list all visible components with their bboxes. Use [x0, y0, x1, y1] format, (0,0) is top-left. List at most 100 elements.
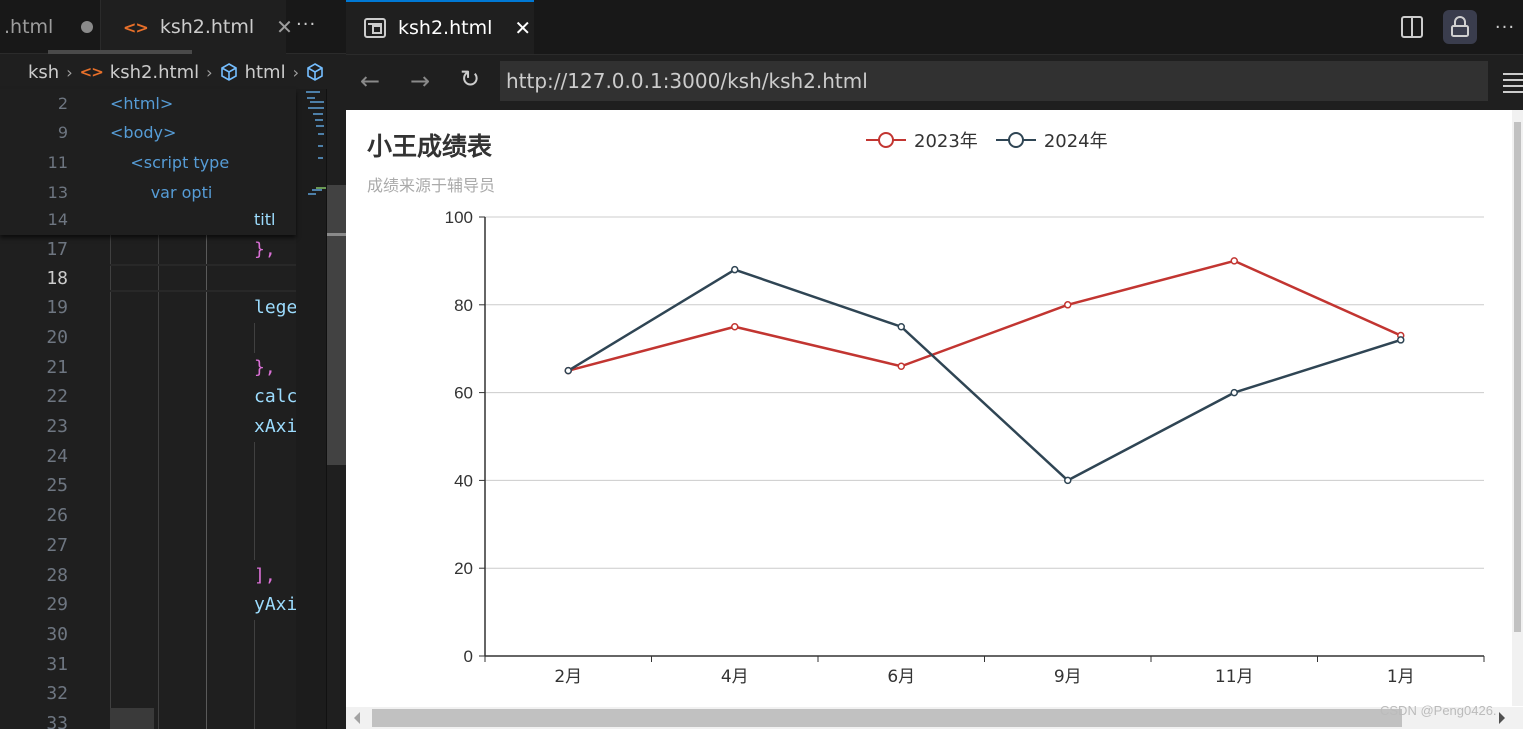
line-number: 24	[46, 446, 68, 467]
x-tick-label: 6月	[887, 667, 915, 687]
html-file-icon: <>	[79, 63, 104, 81]
line-number: 26	[46, 505, 68, 526]
y-tick-label: 60	[454, 384, 473, 403]
code-line: <html>	[110, 94, 174, 113]
url-input[interactable]: http://127.0.0.1:3000/ksh/ksh2.html	[500, 61, 1488, 101]
scrollbar-thumb[interactable]	[327, 185, 346, 465]
code-line: <script type	[110, 153, 230, 172]
legend-item-2024[interactable]: 2024年	[995, 127, 1108, 153]
viewport-vertical-scrollbar[interactable]	[1512, 110, 1523, 706]
more-actions-button[interactable]: ···	[1494, 16, 1516, 38]
data-point[interactable]	[897, 323, 905, 331]
data-point[interactable]	[1230, 257, 1238, 265]
line-number: 29	[46, 594, 68, 615]
close-icon[interactable]: ✕	[514, 16, 532, 40]
watermark: CSDN @Peng0426.	[1380, 703, 1497, 718]
editor-tab-prev[interactable]: .html	[0, 0, 100, 54]
line-number: 13	[47, 183, 68, 202]
breadcrumb-item[interactable]: html	[244, 61, 286, 83]
data-point[interactable]	[1064, 301, 1072, 309]
forward-arrow-icon[interactable]: →	[410, 67, 431, 95]
line-number: 32	[46, 683, 68, 704]
web-viewport: 小王成绩表 成绩来源于辅导员 2023年 2024年 0 20 40 60 80 100 2…	[346, 110, 1523, 729]
cube-icon	[220, 63, 237, 81]
viewport-horizontal-scrollbar[interactable]	[346, 707, 1523, 729]
data-point[interactable]	[731, 265, 739, 274]
code-line: calc	[254, 386, 296, 407]
chevron-right-icon: ›	[292, 62, 299, 82]
legend-label: 2024年	[1043, 131, 1108, 152]
unsaved-dot-icon[interactable]	[81, 21, 94, 33]
data-point[interactable]	[564, 366, 572, 375]
reload-icon[interactable]: ↻	[460, 65, 481, 93]
data-point[interactable]	[897, 362, 905, 371]
code-area[interactable]: 17}, 18 19 lege 20 21}, 22 calc 23 xAxi 24 …	[0, 0, 296, 729]
indent-guide	[254, 323, 255, 353]
simple-browser-pane: ksh2.html ✕ ··· ← → ↻ http://127.0.0.1:3…	[346, 0, 1523, 729]
data-point[interactable]	[1397, 336, 1405, 344]
preview-page-icon	[364, 18, 386, 38]
tab-scrollbar[interactable]	[48, 50, 192, 54]
more-actions-button[interactable]: ···	[296, 14, 317, 35]
series-line-1[interactable]	[567, 268, 1402, 482]
line-number: 9	[57, 123, 68, 142]
breadcrumb-item[interactable]: ksh2.html	[109, 61, 200, 83]
editor-tab-ksh2[interactable]: <> ksh2.html ✕	[100, 0, 293, 54]
lock-group-button[interactable]	[1443, 10, 1477, 44]
line-number: 14	[47, 210, 68, 229]
close-icon[interactable]: ✕	[276, 15, 293, 39]
y-tick-label: 40	[454, 471, 473, 490]
editor-actions: ···	[1401, 10, 1523, 44]
line-number-active: 18	[46, 268, 68, 289]
x-tick-label: 1月	[1387, 667, 1415, 687]
line-number: 30	[46, 624, 68, 645]
data-point[interactable]	[1064, 476, 1072, 485]
line-number: 19	[46, 297, 68, 318]
line-number: 28	[46, 565, 68, 586]
cube-icon	[307, 63, 323, 81]
code-line: titl	[254, 210, 276, 229]
split-editor-icon[interactable]	[1401, 16, 1423, 38]
chevron-right-icon: ›	[206, 62, 213, 82]
data-point[interactable]	[731, 323, 739, 331]
editor-tab-bar: .html <> ksh2.html ✕ ···	[0, 0, 346, 54]
scroll-right-icon[interactable]	[1499, 712, 1505, 724]
indent-guide	[158, 235, 159, 729]
line-number: 21	[46, 357, 68, 378]
chart-title: 小王成绩表	[367, 132, 493, 161]
chart-subtitle: 成绩来源于辅导员	[367, 176, 496, 195]
code-line: xAxi	[254, 416, 296, 437]
browser-navbar: ← → ↻ http://127.0.0.1:3000/ksh/ksh2.htm…	[346, 54, 1523, 110]
back-arrow-icon[interactable]: ←	[360, 67, 381, 95]
breadcrumb-item[interactable]: ksh	[28, 61, 60, 83]
line-number: 33	[46, 713, 68, 729]
editor-vertical-scrollbar[interactable]	[326, 89, 346, 729]
indent-guide	[206, 235, 207, 729]
series-line-0[interactable]	[567, 259, 1402, 372]
breadcrumb: ksh › <> ksh2.html › html ›	[0, 55, 346, 89]
editor-horizontal-scrollbar[interactable]	[110, 708, 154, 729]
line-number: 11	[47, 153, 68, 172]
legend-line-circle-icon	[866, 132, 906, 148]
browser-tab[interactable]: ksh2.html ✕	[346, 0, 534, 54]
scrollbar-thumb[interactable]	[372, 709, 1402, 727]
code-line: yAxi	[254, 594, 296, 615]
line-number: 17	[46, 239, 68, 260]
line-chart[interactable]: 0 20 40 60 80 100 2月 4月 6月 9月 11月 1月	[346, 110, 1512, 707]
scrollbar-thumb[interactable]	[1514, 122, 1521, 632]
legend-item-2023[interactable]: 2023年	[866, 127, 978, 153]
data-point[interactable]	[1230, 388, 1238, 397]
line-number: 27	[46, 535, 68, 556]
sticky-scroll-header[interactable]: 2 <html> 9 <body> 11 <script type 13 var o…	[0, 89, 296, 235]
current-line-highlight	[110, 264, 296, 292]
line-number: 20	[46, 327, 68, 348]
chart-legend: 2023年 2024年	[866, 127, 1108, 153]
line-number: 25	[46, 475, 68, 496]
x-tick-label: 2月	[554, 667, 582, 687]
minimap[interactable]	[296, 89, 326, 729]
menu-icon[interactable]	[1503, 73, 1523, 97]
x-tick-label: 11月	[1215, 667, 1254, 687]
scroll-left-icon[interactable]	[354, 712, 360, 724]
lock-icon	[1451, 16, 1469, 37]
